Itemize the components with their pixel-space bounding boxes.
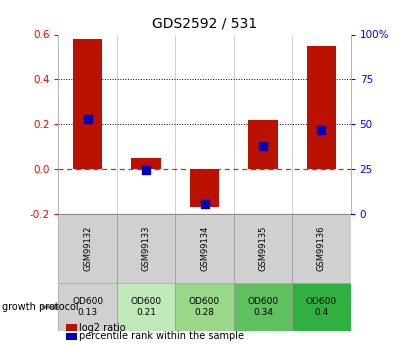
Bar [234, 214, 292, 283]
Text: OD600
0.34: OD600 0.34 [247, 297, 278, 317]
Text: GSM99134: GSM99134 [200, 226, 209, 271]
Bar [131, 158, 161, 169]
Text: percentile rank within the sample: percentile rank within the sample [79, 332, 244, 341]
Bar [175, 283, 234, 331]
Text: OD600
0.13: OD600 0.13 [72, 297, 103, 317]
Bar [58, 283, 117, 331]
Point [85, 116, 91, 121]
Bar [190, 169, 219, 207]
Text: OD600
0.21: OD600 0.21 [131, 297, 162, 317]
Text: GSM99136: GSM99136 [317, 226, 326, 271]
Point [318, 128, 325, 133]
Bar [117, 283, 175, 331]
Bar [307, 46, 336, 169]
Text: GSM99132: GSM99132 [83, 226, 92, 271]
Bar [292, 283, 351, 331]
Title: GDS2592 / 531: GDS2592 / 531 [152, 17, 257, 31]
Bar [248, 120, 278, 169]
Text: log2 ratio: log2 ratio [79, 323, 126, 333]
Bar [117, 214, 175, 283]
Bar [234, 283, 292, 331]
Bar [292, 214, 351, 283]
Text: GSM99135: GSM99135 [258, 226, 268, 271]
Point [143, 167, 149, 173]
Text: OD600
0.4: OD600 0.4 [306, 297, 337, 317]
Text: growth protocol: growth protocol [2, 302, 79, 312]
Point [260, 143, 266, 148]
Bar [58, 214, 117, 283]
Bar [175, 214, 234, 283]
Text: GSM99133: GSM99133 [141, 226, 151, 271]
Text: OD600
0.28: OD600 0.28 [189, 297, 220, 317]
Bar [73, 39, 102, 169]
Point [202, 201, 208, 207]
